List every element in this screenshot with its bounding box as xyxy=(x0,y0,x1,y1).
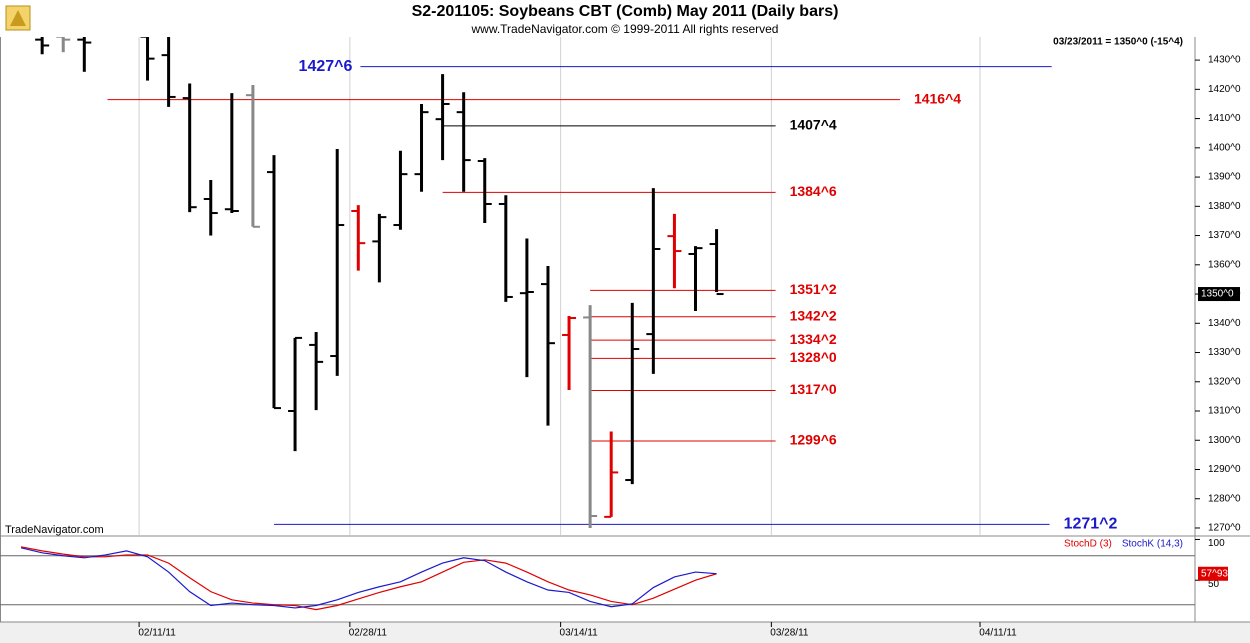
price-level-label: 1416^4 xyxy=(914,90,961,106)
y-tick-label: 1330^0 xyxy=(1208,347,1241,358)
y-tick-label: 1370^0 xyxy=(1208,230,1241,241)
last-value-tag xyxy=(1198,566,1228,581)
legend-entry: StochK (14,3) xyxy=(1122,539,1183,550)
y-tick-label: 1310^0 xyxy=(1208,406,1241,417)
price-level-label: 1271^2 xyxy=(1064,516,1118,533)
stoch-line xyxy=(20,546,717,611)
y-tick-label: 1340^0 xyxy=(1208,318,1241,329)
last-price-label: 1350^0 xyxy=(1201,289,1234,300)
y-tick-label: 1290^0 xyxy=(1208,464,1241,475)
info-text: 03/23/2011 = 1350^0 (-15^4) xyxy=(1053,37,1183,48)
last-price-tag xyxy=(1198,287,1240,302)
chart-subtitle: www.TradeNavigator.com © 1999-2011 All r… xyxy=(471,22,779,36)
price-level-label: 1334^2 xyxy=(790,331,837,347)
y-tick-label: 100 xyxy=(1208,538,1225,549)
y-tick-label: 1360^0 xyxy=(1208,259,1241,270)
logo xyxy=(5,5,31,31)
y-tick-label: 1280^0 xyxy=(1208,493,1241,504)
y-tick-label: 1410^0 xyxy=(1208,113,1241,124)
price-level-label: 1299^6 xyxy=(790,432,837,448)
y-tick-label: 1380^0 xyxy=(1208,201,1241,212)
stoch-line xyxy=(20,547,717,609)
price-level-label: 1328^0 xyxy=(790,349,837,365)
last-value-label: 57^93 xyxy=(1201,568,1228,579)
watermark: TradeNavigator.com xyxy=(5,524,104,536)
y-tick-label: 1300^0 xyxy=(1208,435,1241,446)
y-tick-label: 1390^0 xyxy=(1208,172,1241,183)
price-level-label: 1427^6 xyxy=(299,58,353,75)
x-tick-label: 04/11/11 xyxy=(979,628,1017,639)
date-axis-band xyxy=(0,622,1250,643)
y-tick-label: 1430^0 xyxy=(1208,55,1241,66)
chart-title: S2-201105: Soybeans CBT (Comb) May 2011 … xyxy=(412,3,839,20)
stochastic-panel xyxy=(0,546,1195,611)
x-tick-label: 03/14/11 xyxy=(560,628,599,639)
price-panel xyxy=(35,37,1052,535)
price-level-label: 1351^2 xyxy=(790,281,837,297)
y-tick-label: 1320^0 xyxy=(1208,376,1241,387)
y-tick-label: 50 xyxy=(1208,579,1220,590)
price-level-label: 1384^6 xyxy=(790,183,837,199)
x-tick-label: 02/11/11 xyxy=(138,628,176,639)
x-tick-label: 02/28/11 xyxy=(349,628,388,639)
price-level-label: 1342^2 xyxy=(790,307,837,323)
y-tick-label: 1420^0 xyxy=(1208,84,1241,95)
y-tick-label: 1270^0 xyxy=(1208,523,1241,534)
y-tick-label: 1400^0 xyxy=(1208,142,1241,153)
price-level-label: 1407^4 xyxy=(790,117,837,133)
x-tick-label: 03/28/11 xyxy=(770,628,809,639)
price-level-label: 1317^0 xyxy=(790,381,837,397)
legend-entry: StochD (3) xyxy=(1064,539,1112,550)
